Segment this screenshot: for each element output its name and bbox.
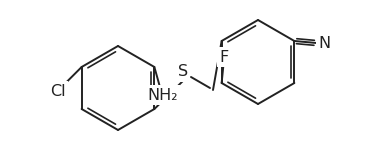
Text: Cl: Cl — [50, 83, 66, 98]
Text: F: F — [219, 49, 228, 65]
Text: S: S — [178, 65, 188, 80]
Text: N: N — [318, 37, 330, 52]
Text: NH₂: NH₂ — [147, 87, 178, 103]
